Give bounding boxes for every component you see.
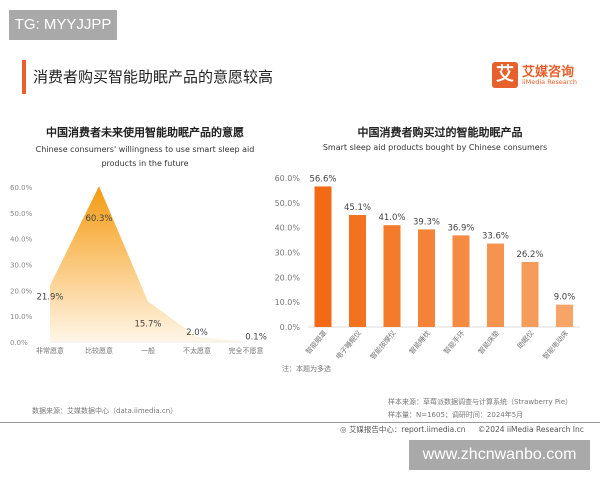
- y-tick-label: 10.0%: [10, 313, 33, 321]
- y-tick-label: 10.0%: [275, 298, 301, 307]
- y-tick-label: 0.0%: [280, 323, 301, 332]
- y-tick-label: 50.0%: [10, 210, 33, 218]
- bar: [349, 215, 366, 327]
- data-label: 36.9%: [447, 223, 474, 233]
- y-tick-label: 50.0%: [275, 199, 301, 208]
- data-label: 15.7%: [134, 319, 161, 329]
- y-tick-label: 30.0%: [10, 262, 33, 270]
- page-title: 消费者购买智能助眠产品的意愿较高: [33, 68, 274, 86]
- data-label: 39.3%: [413, 217, 440, 227]
- x-tick-label: 助眠仪: [515, 329, 535, 351]
- left-subtitle-line1: Chinese consumers' willingness to use sm…: [35, 145, 255, 154]
- title-accent-bar: [22, 60, 26, 94]
- logo-mark: 艾: [492, 62, 518, 88]
- data-label: 21.9%: [36, 292, 63, 302]
- data-label: 26.2%: [516, 250, 543, 260]
- right-chart-note: 注：本题为多选: [282, 365, 331, 373]
- y-tick-label: 20.0%: [10, 287, 33, 295]
- y-tick-label: 40.0%: [10, 236, 33, 244]
- bar: [556, 304, 573, 327]
- x-tick-label: 一般: [141, 346, 155, 355]
- bar: [487, 243, 504, 327]
- left-chart-title: 中国消费者未来使用智能助眠产品的意愿: [46, 126, 244, 139]
- x-tick-label: 智能床垫: [476, 329, 501, 356]
- x-tick-label: 智能眼罩: [304, 329, 329, 356]
- y-tick-label: 20.0%: [275, 273, 301, 282]
- sample-source: 样本来源：草莓派数据调查与计算系统（Strawberry Pie）: [388, 398, 573, 406]
- bar: [418, 229, 435, 327]
- report-icon: ◎: [340, 425, 347, 434]
- x-tick-label: 智能电动床: [541, 329, 570, 362]
- watermark-bottom: www.zhcnwanbo.com: [409, 440, 590, 470]
- x-tick-label: 智能睡枕: [407, 329, 432, 356]
- bar: [314, 186, 332, 327]
- data-label: 2.0%: [186, 328, 208, 338]
- footer-report: ◎ 艾媒报告中心：report.iimedia.cn ©2024 iiMedia…: [340, 424, 584, 435]
- left-chart-subtitle: Chinese consumers' willingness to use sm…: [0, 143, 290, 171]
- logo-cn: 艾媒咨询: [522, 65, 575, 80]
- x-tick-label: 完全不愿意: [229, 346, 264, 355]
- right-chart-title: 中国消费者购买过的智能助眠产品: [357, 126, 523, 139]
- x-tick-label: 智能按摩仪: [368, 329, 397, 362]
- bar: [521, 261, 539, 327]
- area-series: [50, 186, 246, 342]
- data-label: 56.6%: [309, 174, 336, 184]
- right-bar-chart: 0.0% 10.0% 20.0% 30.0% 40.0% 50.0% 60.0% 56.6% 智…: [275, 174, 580, 362]
- data-label: 9.0%: [554, 293, 576, 303]
- left-subtitle-line2: products in the future: [101, 159, 189, 168]
- sample-size: 样本量：N=1605；调研时间：2024年5月: [388, 411, 524, 419]
- logo: 艾 艾媒咨询 iiMedia Research: [492, 61, 588, 91]
- bar: [383, 225, 401, 327]
- x-tick-label: 智能手环: [442, 329, 467, 356]
- x-tick-label: 电子睡眠仪: [334, 329, 363, 362]
- left-area-chart: 0.0% 10.0% 20.0% 30.0% 40.0% 50.0% 60.0% 21.9% 非…: [10, 184, 267, 355]
- data-label: 33.6%: [482, 232, 509, 242]
- footer-divider: [0, 422, 600, 423]
- x-tick-label: 非常愿意: [36, 346, 64, 355]
- y-tick-label: 60.0%: [275, 174, 301, 183]
- right-chart-subtitle: Smart sleep aid products bought by Chine…: [322, 143, 548, 152]
- data-label: 45.1%: [344, 203, 371, 213]
- data-label: 60.3%: [85, 214, 112, 224]
- y-tick-label: 0.0%: [10, 339, 28, 347]
- y-tick-label: 30.0%: [275, 249, 301, 258]
- copyright: ©2024 iiMedia Research Inc: [477, 425, 584, 434]
- x-tick-label: 不太愿意: [183, 346, 211, 355]
- data-label: 41.0%: [378, 213, 405, 223]
- watermark-top: TG: MYYJJPP: [9, 10, 117, 40]
- y-tick-label: 60.0%: [10, 184, 33, 192]
- left-data-source: 数据来源：艾媒数据中心（data.iimedia.cn）: [32, 407, 178, 415]
- bar: [452, 235, 470, 327]
- y-tick-label: 40.0%: [275, 224, 301, 233]
- data-label: 0.1%: [245, 333, 267, 343]
- report-center: 艾媒报告中心：report.iimedia.cn: [348, 425, 466, 434]
- logo-en: iiMedia Research: [522, 78, 578, 86]
- x-tick-label: 比较愿意: [85, 346, 113, 355]
